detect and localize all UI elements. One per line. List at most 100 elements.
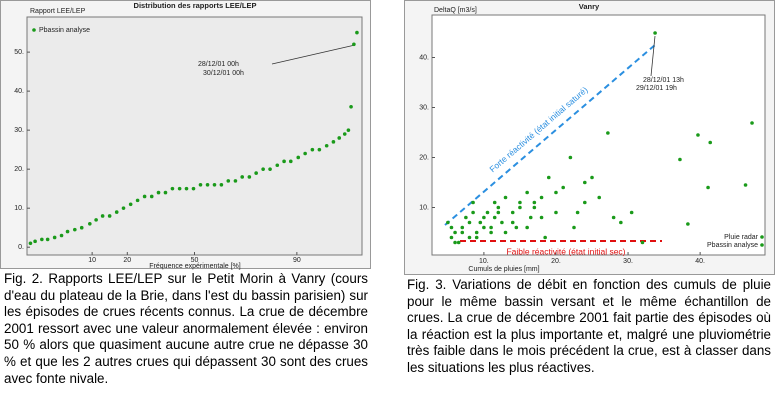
caption: Fig. 2. Rapports LEE/LEP sur le Petit Mo… bbox=[4, 271, 368, 386]
data-point bbox=[554, 210, 558, 215]
data-point bbox=[489, 230, 493, 235]
x-tick-label: 10 bbox=[88, 257, 96, 264]
data-point bbox=[640, 240, 645, 245]
data-point bbox=[275, 163, 280, 168]
y-tick-label: 20. bbox=[419, 154, 429, 161]
data-point bbox=[708, 140, 713, 145]
data-point bbox=[346, 128, 351, 132]
data-point bbox=[471, 210, 475, 215]
data-point bbox=[532, 200, 537, 205]
data-point bbox=[453, 240, 457, 245]
y-tick-label: 30. bbox=[419, 104, 429, 111]
data-point bbox=[33, 239, 37, 244]
data-point bbox=[575, 210, 580, 215]
data-point bbox=[191, 186, 196, 191]
data-point bbox=[583, 200, 587, 205]
data-point bbox=[525, 190, 529, 195]
data-point bbox=[474, 235, 479, 240]
data-point bbox=[696, 133, 700, 137]
data-point bbox=[532, 205, 537, 210]
data-point bbox=[528, 215, 533, 220]
data-point bbox=[653, 31, 657, 35]
annotation: 30/12/01 00h bbox=[203, 70, 244, 77]
chart-title: Vanry bbox=[579, 2, 600, 11]
data-point bbox=[583, 180, 587, 185]
data-point bbox=[611, 215, 616, 220]
data-point bbox=[317, 147, 322, 152]
data-point bbox=[94, 218, 98, 222]
y-tick-label: 40. bbox=[14, 88, 24, 95]
annotation: 29/12/01 19h bbox=[636, 85, 677, 92]
data-point bbox=[219, 182, 224, 187]
data-point bbox=[456, 240, 461, 245]
data-point bbox=[149, 194, 154, 199]
leader-line bbox=[271, 44, 356, 65]
data-point bbox=[247, 175, 252, 179]
data-point bbox=[142, 194, 147, 199]
legend-marker bbox=[760, 243, 764, 247]
data-point bbox=[212, 182, 217, 187]
data-point bbox=[163, 190, 168, 195]
data-point bbox=[240, 175, 245, 179]
x-tick-label: 50 bbox=[191, 257, 199, 264]
data-point bbox=[449, 235, 454, 240]
data-point bbox=[467, 220, 472, 225]
x-tick-label: 30. bbox=[623, 258, 633, 265]
data-point bbox=[268, 167, 272, 171]
data-point bbox=[107, 214, 112, 218]
caption: Fig. 3. Variations de débit en fonction … bbox=[407, 277, 771, 375]
y-tick-label: 20. bbox=[14, 166, 24, 173]
data-point bbox=[303, 151, 307, 156]
annotation: 28/12/01 13h bbox=[643, 77, 684, 84]
y-tick-label: 30. bbox=[14, 127, 24, 134]
legend-marker bbox=[760, 235, 764, 239]
data-point bbox=[743, 183, 748, 187]
data-point bbox=[539, 215, 544, 220]
x-tick-label: 20. bbox=[551, 258, 561, 265]
annotation: 28/12/01 00h bbox=[198, 61, 239, 68]
data-point bbox=[489, 225, 493, 230]
data-point bbox=[467, 235, 472, 240]
data-point bbox=[485, 210, 490, 215]
x-tick-label: 20 bbox=[123, 257, 131, 264]
x-axis-label: Cumuls de pluies [mm] bbox=[468, 266, 539, 273]
y-tick-label: 0. bbox=[18, 244, 24, 251]
data-point bbox=[492, 215, 497, 220]
annotation: Faible réactivité (état initial sec) bbox=[506, 246, 625, 256]
data-point bbox=[233, 179, 238, 183]
data-point bbox=[446, 220, 450, 225]
data-point bbox=[128, 202, 133, 207]
data-point bbox=[619, 220, 623, 225]
data-point bbox=[100, 214, 105, 218]
data-point bbox=[205, 182, 210, 187]
data-point bbox=[52, 235, 57, 240]
y-tick-label: 10. bbox=[419, 204, 429, 211]
data-point bbox=[525, 225, 529, 230]
data-point bbox=[474, 230, 479, 235]
data-point bbox=[88, 221, 92, 226]
data-point bbox=[460, 230, 465, 235]
data-point bbox=[65, 229, 70, 234]
legend-label: Pbassin analyse bbox=[707, 242, 758, 249]
data-point bbox=[79, 225, 84, 230]
data-point bbox=[184, 186, 189, 191]
data-point bbox=[261, 167, 265, 171]
data-point bbox=[590, 175, 594, 180]
data-point bbox=[156, 190, 161, 195]
data-point bbox=[282, 159, 286, 164]
data-point bbox=[471, 200, 475, 205]
data-point bbox=[352, 42, 356, 47]
data-point bbox=[606, 131, 610, 135]
data-point bbox=[597, 195, 602, 200]
data-point bbox=[135, 198, 140, 203]
data-point bbox=[349, 104, 353, 109]
data-point bbox=[510, 220, 515, 225]
data-point bbox=[73, 227, 77, 232]
data-point bbox=[45, 237, 50, 242]
data-point bbox=[177, 186, 182, 191]
data-point bbox=[510, 210, 515, 215]
data-point bbox=[40, 237, 44, 242]
data-point bbox=[572, 225, 576, 230]
data-point bbox=[28, 241, 33, 246]
